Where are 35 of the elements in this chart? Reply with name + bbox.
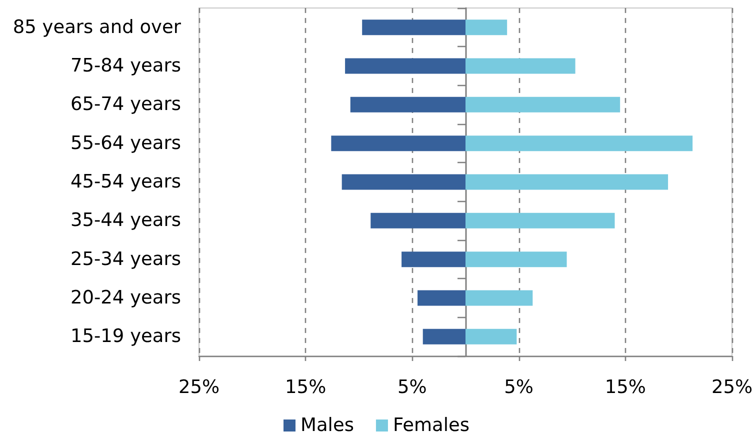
x-tick-label: 5% — [398, 377, 427, 398]
bar — [466, 96, 620, 112]
y-tick-label: 75-84 years — [70, 56, 181, 76]
y-tick-label: 20-24 years — [70, 288, 181, 308]
bar — [466, 20, 508, 36]
x-tick-label: 5% — [504, 377, 534, 398]
bar — [418, 290, 466, 306]
y-tick-label: 85 years and over — [12, 16, 182, 38]
bar — [466, 174, 668, 190]
y-tick-label: 35-44 years — [70, 210, 181, 232]
bar — [466, 212, 615, 228]
y-tick-label: 65-74 years — [70, 94, 181, 116]
bar — [342, 174, 466, 190]
bar — [466, 252, 567, 268]
x-tick-label: 25% — [178, 377, 220, 398]
y-tick-label: 25-34 years — [70, 248, 181, 270]
bar — [362, 20, 466, 36]
y-tick-label: 45-54 years — [70, 172, 181, 192]
bar — [331, 136, 466, 152]
y-tick-label: 55-64 years — [70, 132, 181, 154]
bar — [350, 96, 466, 112]
bar — [345, 58, 466, 74]
legend-label: Males — [300, 415, 354, 436]
bar — [466, 58, 576, 74]
bar — [466, 290, 533, 306]
y-tick-label: 15-19 years — [70, 326, 181, 348]
x-tick-label: 15% — [285, 377, 326, 398]
legend-label: Females — [392, 415, 470, 436]
bar — [402, 252, 466, 268]
bar — [422, 328, 466, 344]
bar — [370, 212, 466, 228]
x-tick-label: 25% — [711, 377, 753, 398]
x-tick-label: 15% — [604, 377, 646, 398]
bar — [466, 136, 693, 152]
bar — [466, 328, 517, 344]
